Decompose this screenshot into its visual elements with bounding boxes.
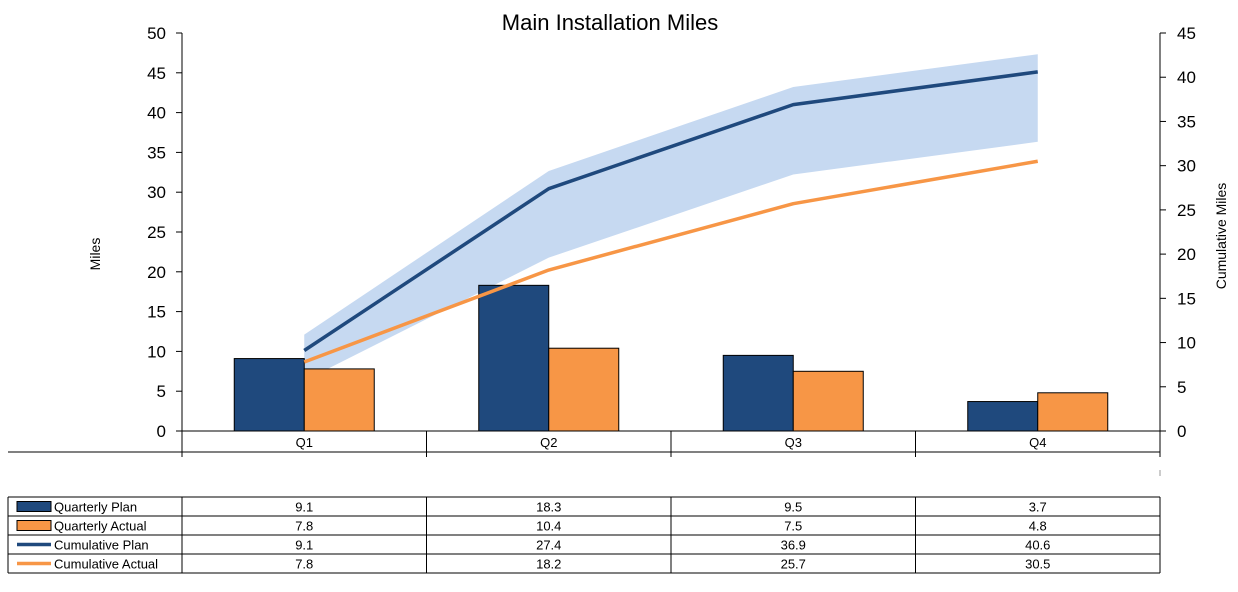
y2-tick-label: 20 xyxy=(1177,245,1196,264)
line-cumulative-actual xyxy=(303,159,1039,364)
legend-key-quarterly-actual xyxy=(16,520,52,531)
legend-key-quarterly-plan xyxy=(16,501,52,512)
table-value-quarterly-plan-q1: 9.1 xyxy=(295,500,313,515)
y-tick-label: 5 xyxy=(157,382,166,401)
table-value-quarterly-plan-q4: 3.7 xyxy=(1029,500,1047,515)
x-tick-label-q3: Q3 xyxy=(785,435,802,450)
table-value-cumulative-actual-q2: 18.2 xyxy=(536,557,561,572)
legend-label-cumulative-plan: Cumulative Plan xyxy=(54,538,149,553)
table-value-cumulative-plan-q2: 27.4 xyxy=(536,538,561,553)
y-tick-label: 30 xyxy=(147,183,166,202)
legend-label-quarterly-plan: Quarterly Plan xyxy=(54,500,137,515)
y2-tick-label: 10 xyxy=(1177,334,1196,353)
bar-quarterly-plan-q1 xyxy=(233,358,305,432)
y-tick-label: 40 xyxy=(147,104,166,123)
table-value-cumulative-actual-q3: 25.7 xyxy=(781,557,806,572)
bar-quarterly-plan-q4 xyxy=(967,401,1039,432)
y2-tick-label: 0 xyxy=(1177,422,1186,441)
y-tick-label: 45 xyxy=(147,64,166,83)
y2-axis-title: Cumulative Miles xyxy=(1213,183,1229,290)
table-value-cumulative-plan-q3: 36.9 xyxy=(781,538,806,553)
y-tick-label: 15 xyxy=(147,303,166,322)
bar-quarterly-actual-q1 xyxy=(303,368,375,432)
table-value-cumulative-actual-q1: 7.8 xyxy=(295,557,313,572)
line-cumulative-plan xyxy=(303,70,1038,352)
x-tick-label-q2: Q2 xyxy=(540,435,557,450)
y-tick-label: 25 xyxy=(147,223,166,242)
legend-label-quarterly-actual: Quarterly Actual xyxy=(54,519,147,534)
table-value-quarterly-actual-q1: 7.8 xyxy=(295,519,313,534)
bar-quarterly-plan-q3 xyxy=(722,354,794,432)
y2-tick-label: 15 xyxy=(1177,289,1196,308)
y2-tick-label: 40 xyxy=(1177,68,1196,87)
y2-tick-label: 30 xyxy=(1177,157,1196,176)
bar-quarterly-actual-q3 xyxy=(792,370,864,432)
y-tick-label: 0 xyxy=(157,422,166,441)
table-value-quarterly-actual-q4: 4.8 xyxy=(1029,519,1047,534)
y-tick-label: 50 xyxy=(147,24,166,43)
bar-quarterly-actual-q2 xyxy=(548,347,620,432)
table-value-cumulative-actual-q4: 30.5 xyxy=(1025,557,1050,572)
y2-tick-label: 45 xyxy=(1177,24,1196,43)
bar-quarterly-actual-q4 xyxy=(1037,392,1109,432)
y-tick-label: 10 xyxy=(147,342,166,361)
table-value-quarterly-actual-q3: 7.5 xyxy=(784,519,802,534)
x-tick-label-q1: Q1 xyxy=(296,435,313,450)
table-value-cumulative-plan-q1: 9.1 xyxy=(295,538,313,553)
tolerance-band xyxy=(304,54,1038,381)
bar-quarterly-plan-q2 xyxy=(478,284,550,432)
y-axis-title: Miles xyxy=(87,238,103,271)
x-tick-label-q4: Q4 xyxy=(1029,435,1046,450)
y-tick-label: 20 xyxy=(147,263,166,282)
table-value-quarterly-plan-q3: 9.5 xyxy=(784,500,802,515)
table-value-quarterly-actual-q2: 10.4 xyxy=(536,519,561,534)
table-value-cumulative-plan-q4: 40.6 xyxy=(1025,538,1050,553)
table-value-quarterly-plan-q2: 18.3 xyxy=(536,500,561,515)
y2-tick-label: 35 xyxy=(1177,112,1196,131)
chart-title: Main Installation Miles xyxy=(502,10,718,35)
y2-tick-label: 25 xyxy=(1177,201,1196,220)
y-tick-label: 35 xyxy=(147,143,166,162)
y2-tick-label: 5 xyxy=(1177,378,1186,397)
legend-label-cumulative-actual: Cumulative Actual xyxy=(54,557,158,572)
